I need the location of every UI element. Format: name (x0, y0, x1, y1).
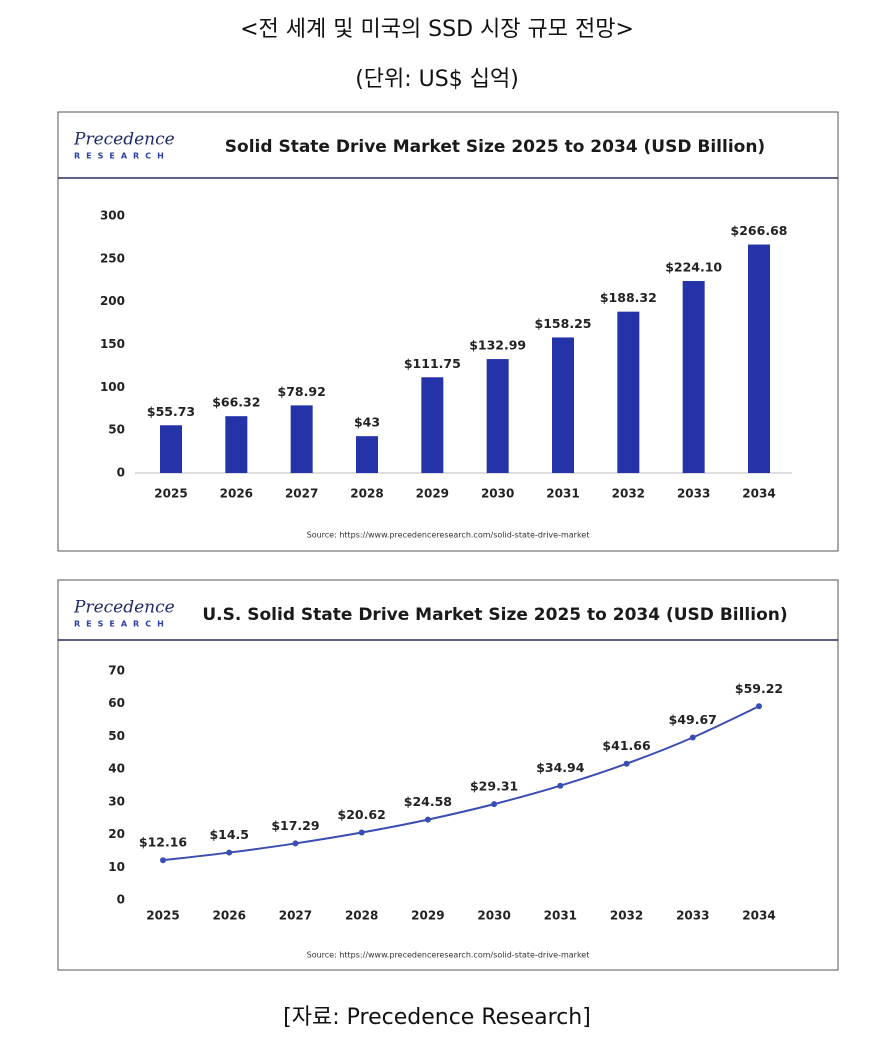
x-tick-label: 2027 (279, 909, 312, 923)
x-tick-label: 2031 (546, 487, 579, 501)
x-tick-label: 2025 (146, 909, 179, 923)
value-label: $14.5 (209, 827, 249, 842)
y-tick-label: 50 (108, 423, 125, 437)
chart-frame (57, 579, 839, 971)
x-tick-label: 2026 (220, 487, 253, 501)
y-tick-label: 0 (117, 893, 125, 907)
x-tick-label: 2032 (610, 909, 643, 923)
y-tick-label: 150 (100, 337, 125, 351)
page-title: <전 세계 및 미국의 SSD 시장 규모 전망> (240, 17, 634, 42)
point (424, 816, 431, 823)
x-tick-label: 2030 (481, 487, 514, 501)
value-label: $111.75 (404, 356, 461, 371)
point (292, 840, 299, 847)
value-label: $224.10 (665, 260, 722, 275)
x-tick-label: 2030 (477, 909, 510, 923)
y-tick-label: 250 (100, 251, 125, 265)
point (358, 829, 365, 836)
x-tick-label: 2033 (677, 487, 710, 501)
x-tick-label: 2034 (742, 909, 775, 923)
point (689, 734, 696, 741)
bar (160, 425, 182, 473)
y-tick-label: 50 (108, 729, 125, 743)
y-tick-label: 70 (108, 664, 125, 678)
chart-source: Source: https://www.precedenceresearch.c… (307, 531, 590, 540)
value-label: $29.31 (470, 779, 518, 794)
unit-note: (단위: US$ 십억) (355, 67, 519, 92)
bar (486, 359, 509, 473)
y-tick-label: 200 (100, 294, 125, 308)
point (756, 703, 762, 710)
bar (552, 337, 574, 473)
value-label: $12.16 (139, 835, 188, 850)
logo-sub: RESEARCH (74, 152, 170, 161)
line (162, 705, 760, 862)
y-tick-label: 10 (108, 860, 125, 874)
x-tick-label: 2034 (742, 487, 775, 501)
x-tick-label: 2026 (213, 909, 246, 923)
x-tick-label: 2031 (544, 909, 577, 923)
point (623, 760, 630, 767)
logo-name: Precedence (73, 130, 175, 150)
x-tick-label: 2032 (612, 487, 645, 501)
bar (225, 416, 248, 473)
bar (356, 436, 378, 473)
value-label: $266.68 (731, 223, 788, 238)
value-label: $132.99 (469, 338, 526, 353)
y-tick-label: 40 (108, 762, 125, 776)
bar (748, 244, 770, 473)
bar (290, 405, 313, 473)
y-tick-label: 100 (100, 380, 125, 394)
x-tick-label: 2033 (676, 909, 709, 923)
value-label: $20.62 (338, 807, 386, 822)
chart-title: Solid State Drive Market Size 2025 to 20… (225, 137, 765, 157)
value-label: $49.67 (669, 712, 717, 727)
chart-title: U.S. Solid State Drive Market Size 2025 … (202, 605, 787, 625)
value-label: $158.25 (535, 316, 592, 331)
y-tick-label: 30 (108, 794, 125, 808)
x-tick-label: 2025 (154, 487, 187, 501)
point (226, 849, 233, 856)
y-tick-label: 60 (108, 696, 125, 710)
y-tick-label: 300 (100, 209, 125, 223)
logo-sub: RESEARCH (74, 620, 170, 629)
value-label: $55.73 (147, 404, 195, 419)
value-label: $41.66 (602, 738, 651, 753)
value-label: $78.92 (278, 384, 326, 399)
logo-name: Precedence (73, 598, 175, 618)
bar (682, 281, 705, 473)
value-label: $59.22 (735, 681, 783, 696)
value-label: $34.94 (536, 760, 585, 775)
point (557, 782, 564, 789)
chart-frame (57, 111, 839, 552)
value-label: $66.32 (212, 395, 260, 410)
chart-source: Source: https://www.precedenceresearch.c… (307, 951, 590, 960)
x-tick-label: 2028 (345, 909, 378, 923)
x-tick-label: 2027 (285, 487, 318, 501)
x-tick-label: 2028 (350, 487, 383, 501)
x-tick-label: 2029 (416, 487, 449, 501)
point (491, 801, 498, 808)
value-label: $24.58 (404, 794, 452, 809)
bar (617, 311, 640, 473)
y-tick-label: 0 (117, 466, 125, 480)
x-tick-label: 2029 (411, 909, 444, 923)
value-label: $43 (354, 415, 380, 430)
value-label: $17.29 (271, 818, 319, 833)
footer-source: [자료: Precedence Research] (283, 1005, 591, 1030)
bar (421, 377, 444, 473)
y-tick-label: 20 (108, 827, 125, 841)
value-label: $188.32 (600, 290, 657, 305)
point (160, 857, 166, 864)
